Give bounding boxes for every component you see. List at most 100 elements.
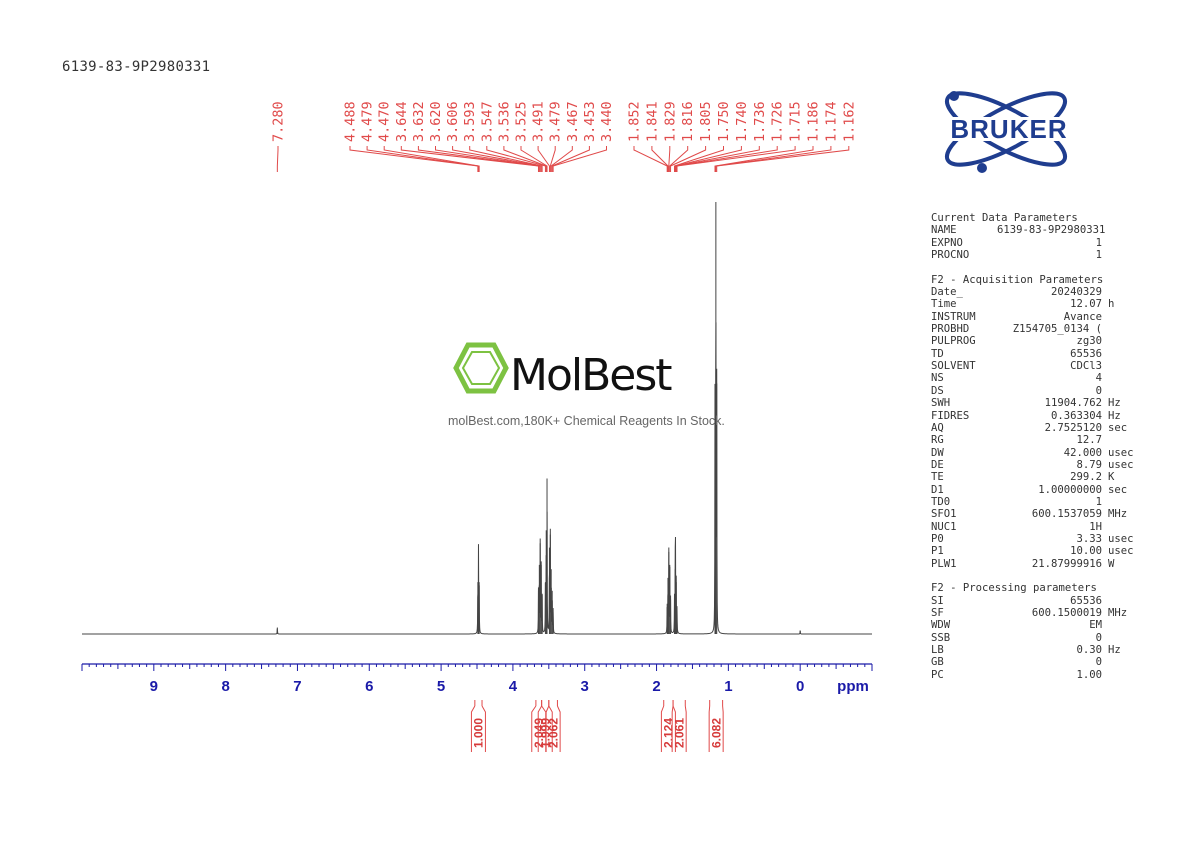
param-row: WDW EM	[931, 619, 1144, 631]
param-unit: Hz	[1108, 409, 1121, 422]
param-name: NUC1	[931, 520, 957, 533]
param-unit	[1102, 311, 1144, 323]
param-unit	[1102, 669, 1144, 681]
param-unit	[1102, 595, 1144, 607]
param-value: 0	[1095, 631, 1102, 644]
peak-label-leader	[503, 146, 547, 172]
peak-label: 3.440	[599, 101, 615, 142]
param-value: 600.1537059	[1031, 508, 1102, 521]
peak-label-leader	[276, 146, 279, 172]
peak-label: 1.740	[734, 101, 750, 142]
peak-label: 4.470	[377, 101, 393, 142]
peak-label-leader	[552, 146, 607, 172]
param-unit: MHz	[1108, 508, 1128, 521]
peak-label-leader	[633, 146, 668, 172]
param-name: D1	[931, 483, 944, 496]
param-row: SFO1 600.1537059 MHz	[931, 508, 1144, 520]
param-row: LB 0.30 Hz	[931, 644, 1144, 656]
peak-label: 3.525	[514, 101, 530, 142]
x-tick-label: 2	[652, 678, 660, 695]
param-value: 12.7	[1076, 434, 1102, 447]
peak-label: 1.715	[788, 101, 804, 142]
x-tick-label: 8	[221, 678, 229, 695]
param-unit	[1102, 237, 1144, 249]
peak-label-leader	[383, 146, 480, 172]
param-row: D1 1.00000000 sec	[931, 484, 1144, 496]
param-unit	[1102, 224, 1144, 236]
param-name: SFO1	[931, 508, 957, 521]
param-name: Date_	[931, 286, 963, 299]
peak-label-leader	[651, 146, 669, 172]
integral-bracket	[671, 700, 687, 752]
param-unit: W	[1108, 557, 1115, 570]
x-tick-label: 5	[437, 678, 445, 695]
integral-bracket	[708, 700, 724, 752]
peak-label-leader	[669, 146, 689, 172]
param-row: PROBHD Z154705_0134 (	[931, 323, 1144, 335]
param-value: 299.2	[1070, 471, 1102, 484]
integral-bracket	[470, 700, 486, 752]
param-name: TD0	[931, 495, 951, 508]
param-row: PLW1 21.87999916 W	[931, 558, 1144, 570]
peak-label-leader	[435, 146, 541, 172]
param-value: 1	[1095, 249, 1102, 262]
param-unit	[1102, 496, 1144, 508]
param-value: 2.7525120	[1044, 421, 1102, 434]
param-name: INSTRUM	[931, 310, 976, 323]
param-row: SSB 0	[931, 632, 1144, 644]
param-unit: usec	[1108, 545, 1134, 558]
param-name: EXPNO	[931, 236, 963, 249]
param-name: DS	[931, 384, 944, 397]
peak-label-leader	[668, 146, 671, 172]
param-row: TD0 1	[931, 496, 1144, 508]
peak-label: 1.174	[823, 101, 839, 142]
param-unit	[1102, 249, 1144, 261]
param-name: SOLVENT	[931, 360, 976, 373]
param-value: 600.1500019	[1031, 607, 1102, 619]
param-name: PLW1	[931, 557, 957, 570]
param-value: 4	[1095, 372, 1102, 385]
param-name: AQ	[931, 421, 944, 434]
integral-value: 1.000	[472, 718, 486, 748]
peak-label-leader	[670, 146, 707, 172]
peak-label: 1.736	[752, 101, 768, 142]
param-row: SF 600.1500019 MHz	[931, 607, 1144, 619]
integral-value: 6.082	[709, 718, 723, 748]
peak-label: 4.488	[343, 101, 359, 142]
param-name: P1	[931, 545, 944, 558]
peak-label: 3.536	[496, 101, 512, 142]
param-value: EM	[1089, 619, 1102, 632]
param-value: 0	[1095, 656, 1102, 669]
param-value: 11904.762	[1044, 397, 1102, 410]
param-section-title: Current Data Parameters	[931, 212, 1078, 224]
peak-label: 1.841	[644, 101, 660, 142]
param-row: NUC1 1H	[931, 521, 1144, 533]
bruker-logo: BRUKER	[924, 84, 1094, 183]
param-row: FIDRES 0.363304 Hz	[931, 410, 1144, 422]
param-name: WDW	[931, 619, 951, 632]
param-unit: usec	[1108, 458, 1134, 471]
param-name: GB	[931, 656, 944, 669]
param-gap	[931, 261, 1144, 273]
param-unit	[1102, 385, 1144, 397]
param-row: TE 299.2 K	[931, 471, 1144, 483]
peak-label-leader	[520, 146, 548, 172]
param-value: 21.87999916	[1031, 557, 1102, 570]
param-name: P0	[931, 532, 944, 545]
peak-label-leader	[674, 146, 724, 172]
param-section-title: F2 - Acquisition Parameters	[931, 273, 1104, 286]
param-name: RG	[931, 434, 944, 447]
x-tick-label: 0	[796, 678, 804, 695]
param-unit	[1102, 372, 1144, 384]
param-row: EXPNO 1	[931, 237, 1144, 249]
param-row: NAME 6139-83-9P2980331	[931, 224, 1144, 236]
spectrum-trace	[82, 322, 872, 635]
peak-label-leader	[417, 146, 540, 172]
peak-label: 3.467	[565, 101, 581, 142]
param-name: LB	[931, 644, 944, 657]
param-row: Time 12.07 h	[931, 298, 1144, 310]
param-row: GB 0	[931, 656, 1144, 668]
param-row: DS 0	[931, 385, 1144, 397]
molbest-watermark: MolBest	[448, 340, 748, 408]
